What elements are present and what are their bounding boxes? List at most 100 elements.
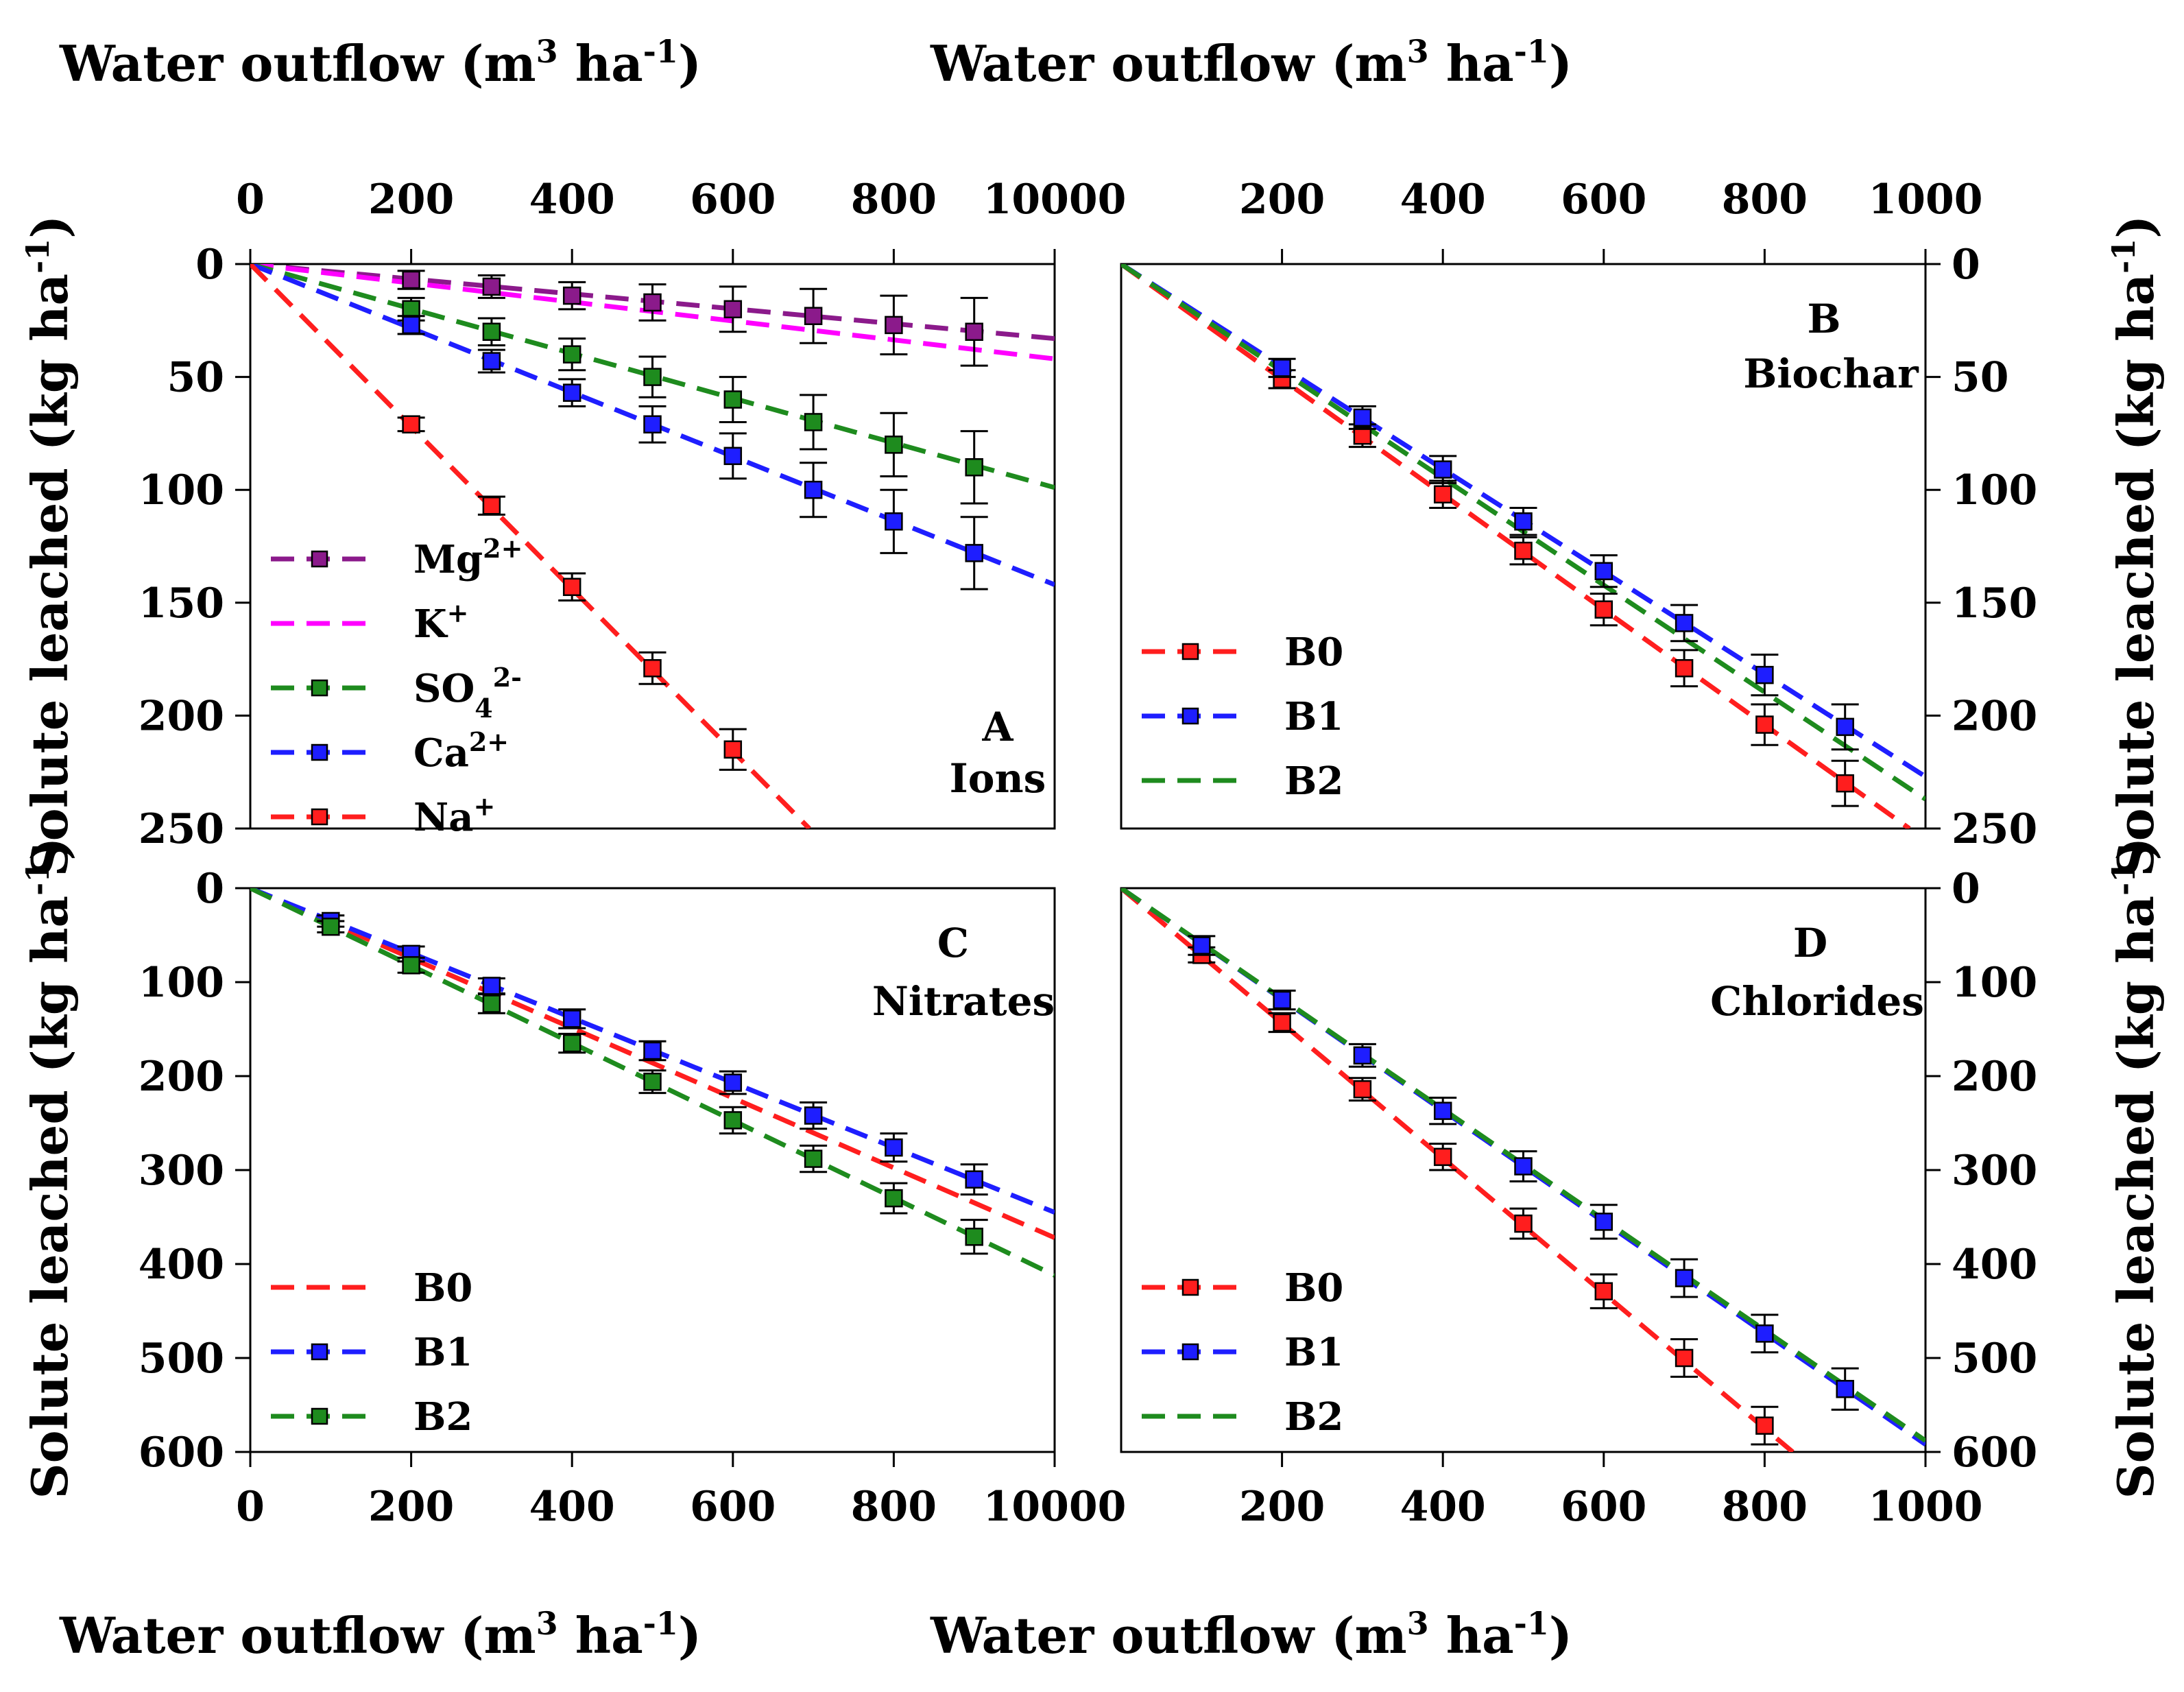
data-point-B2 bbox=[482, 994, 501, 1013]
data-point-B1 bbox=[1836, 717, 1854, 737]
legend-marker-B0 bbox=[1181, 643, 1199, 660]
x-tick-label: 400 bbox=[1400, 1483, 1486, 1531]
data-point-B0 bbox=[1836, 774, 1854, 793]
data-point-B1 bbox=[1594, 562, 1613, 580]
data-point-B2 bbox=[723, 1111, 743, 1130]
bottom-left-x-title: Water outflow (m3 ha-1) bbox=[59, 1605, 701, 1665]
data-point-B1 bbox=[1353, 1046, 1372, 1065]
panel-frame bbox=[1120, 263, 1927, 830]
fit-line-SO42- bbox=[250, 264, 1055, 490]
y-tick-label: 100 bbox=[1952, 959, 2037, 1007]
data-point-B0 bbox=[1433, 1147, 1452, 1167]
legend-marker-Na+ bbox=[311, 808, 328, 826]
data-point-B1 bbox=[1192, 936, 1211, 955]
fit-line-B0 bbox=[250, 888, 1055, 1240]
x-tick-label: 0 bbox=[236, 176, 265, 224]
panel-b-letter: B bbox=[1807, 296, 1840, 342]
y-tick-label: 250 bbox=[1952, 805, 2037, 853]
legend-label-B0: B0 bbox=[1284, 1265, 1343, 1311]
legend-label-B1: B1 bbox=[413, 1330, 472, 1375]
y-tick-label: 500 bbox=[139, 1335, 224, 1383]
panel-a-letter: A bbox=[981, 704, 1013, 750]
y-tick-label: 200 bbox=[1952, 692, 2037, 740]
data-point-Mg2+ bbox=[402, 270, 420, 289]
data-point-Ca2+ bbox=[885, 512, 903, 531]
legend-marker-B1 bbox=[311, 1343, 328, 1361]
data-point-SO42- bbox=[723, 390, 743, 409]
ylabel-panel-c: Solute leached (kg ha-1) bbox=[19, 837, 79, 1499]
legend-label-B2: B2 bbox=[1284, 759, 1343, 804]
legend: B0 B1 B2 bbox=[1142, 1265, 1343, 1440]
x-tick-label: 600 bbox=[690, 1483, 776, 1531]
x-tick-label: 1000 bbox=[1869, 176, 1983, 224]
data-point-Ca2+ bbox=[562, 383, 581, 402]
bottom-right-x-title: Water outflow (m3 ha-1) bbox=[930, 1605, 1572, 1665]
data-point-SO42- bbox=[562, 345, 581, 364]
y-tick-label: 400 bbox=[1952, 1241, 2037, 1289]
data-point-Mg2+ bbox=[804, 307, 823, 325]
legend-label-B0: B0 bbox=[1284, 630, 1343, 675]
data-point-Mg2+ bbox=[723, 300, 743, 319]
panel-a-caption: Ions bbox=[950, 755, 1046, 802]
data-point-B1 bbox=[885, 1138, 903, 1157]
data-point-B0 bbox=[1594, 600, 1613, 619]
y-tick-label: 600 bbox=[1952, 1429, 2037, 1477]
data-point-B0 bbox=[1755, 715, 1774, 734]
y-tick-label: 300 bbox=[139, 1147, 224, 1195]
data-point-B1 bbox=[723, 1073, 743, 1092]
data-point-Ca2+ bbox=[482, 352, 501, 370]
y-tick-label: 600 bbox=[139, 1429, 224, 1477]
data-point-B1 bbox=[1514, 1157, 1533, 1176]
x-tick-label: 200 bbox=[368, 176, 454, 224]
ylabel-panel-b: Solute leached (kg ha-1) bbox=[2105, 215, 2165, 877]
x-tick-label: 800 bbox=[1722, 176, 1808, 224]
data-point-B2 bbox=[402, 956, 420, 975]
panel-b-caption: Biochar bbox=[1743, 350, 1919, 397]
legend-marker-B1 bbox=[1181, 707, 1199, 725]
x-tick-label: 400 bbox=[1400, 176, 1486, 224]
x-tick-label: 10000 bbox=[983, 1483, 1127, 1531]
x-tick-label: 800 bbox=[1722, 1483, 1808, 1531]
y-tick-label: 0 bbox=[1952, 865, 1980, 913]
data-point-B1 bbox=[1353, 408, 1372, 427]
y-tick-label: 100 bbox=[139, 959, 224, 1007]
y-tick-label: 50 bbox=[1952, 354, 2009, 402]
fit-line-B2 bbox=[1121, 888, 1925, 1443]
panel-d-chlorides: 200 400 600 800 10000100200300400500600B0B1B… bbox=[1120, 865, 2037, 1531]
legend-label-B2: B2 bbox=[413, 1394, 472, 1440]
data-point-Na+ bbox=[402, 415, 420, 433]
data-point-B1 bbox=[1273, 359, 1291, 377]
data-point-B0 bbox=[1514, 541, 1533, 560]
x-tick-label: 800 bbox=[851, 176, 937, 224]
ylabel-panel-d: Solute leached (kg ha-1) bbox=[2105, 837, 2165, 1499]
panel-d-letter: D bbox=[1793, 920, 1827, 966]
y-tick-label: 500 bbox=[1952, 1335, 2037, 1383]
x-tick-label: 200 bbox=[368, 1483, 454, 1531]
ylabel-panel-a: Solute leached (kg ha-1) bbox=[19, 215, 79, 877]
top-right-x-title: Water outflow (m3 ha-1) bbox=[930, 33, 1572, 93]
legend-marker-B1 bbox=[1181, 1343, 1199, 1361]
legend-label-SO42-: SO42- bbox=[413, 662, 522, 724]
legend-label-B0: B0 bbox=[413, 1265, 472, 1311]
y-tick-label: 200 bbox=[139, 1053, 224, 1101]
data-point-Na+ bbox=[482, 496, 501, 515]
data-point-Mg2+ bbox=[885, 315, 903, 335]
y-tick-label: 0 bbox=[195, 241, 224, 289]
y-tick-label: 150 bbox=[1952, 580, 2037, 628]
data-point-Mg2+ bbox=[965, 322, 983, 342]
panel-c-caption: Nitrates bbox=[872, 978, 1055, 1025]
y-tick-label: 150 bbox=[139, 580, 224, 628]
x-tick-label: 1000 bbox=[1869, 1483, 1983, 1531]
data-point-SO42- bbox=[965, 458, 983, 477]
data-point-B0 bbox=[1353, 1080, 1372, 1099]
x-tick-label: 600 bbox=[1561, 1483, 1646, 1531]
legend: B0 B1 B2 bbox=[271, 1265, 472, 1440]
legend-marker-Ca2+ bbox=[311, 743, 328, 761]
data-point-Ca2+ bbox=[804, 480, 823, 499]
x-tick-label: 400 bbox=[529, 176, 615, 224]
y-tick-label: 0 bbox=[195, 865, 224, 913]
data-point-Mg2+ bbox=[562, 286, 581, 305]
data-point-Ca2+ bbox=[723, 446, 743, 466]
data-point-SO42- bbox=[804, 413, 823, 431]
